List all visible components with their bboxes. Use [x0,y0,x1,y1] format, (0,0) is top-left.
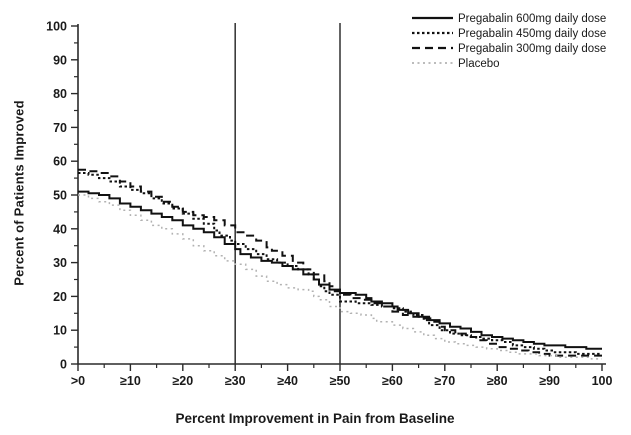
axes: 0 10 20 30 40 50 60 70 80 90 100 >0 ≥10 ≥20 ≥30 ≥40 ≥50 ≥… [46,20,612,389]
legend: Pregabalin 600mg daily dose Pregabalin 45… [412,13,606,70]
x-tick-label: ≥40 [277,374,298,388]
x-tick-label: ≥10 [120,374,141,388]
y-tick-label: 20 [53,290,67,304]
series-path-placebo [78,194,602,360]
legend-item: Pregabalin 600mg daily dose [412,13,606,25]
legend-label: Pregabalin 600mg daily dose [458,13,606,25]
y-tick-label: 70 [53,121,67,135]
y-tick-label: 30 [53,256,67,270]
legend-label: Placebo [458,58,500,70]
x-tick-label: ≥60 [382,374,403,388]
y-tick-label: 60 [53,155,67,169]
y-tick-label: 80 [53,87,67,101]
x-tick-label: ≥90 [539,374,560,388]
y-tick-label: 100 [46,20,67,34]
y-tick-label: 50 [53,189,67,203]
x-axis-title: Percent Improvement in Pain from Baselin… [175,411,455,426]
series-path-pregabalin-300mg-daily-dose [78,168,602,357]
x-tick-label: ≥80 [487,374,508,388]
legend-item: Pregabalin 450mg daily dose [412,28,606,40]
x-tick-label: ≥20 [172,374,193,388]
y-tick-label: 90 [53,53,67,67]
series-path-pregabalin-450mg-daily-dose [78,172,602,355]
y-axis-title: Percent of Patients Improved [11,100,27,286]
x-tick-label: >0 [71,374,85,388]
legend-item: Placebo [412,58,500,70]
x-tick-label: ≥70 [434,374,455,388]
x-tick-label: ≥30 [225,374,246,388]
legend-item: Pregabalin 300mg daily dose [412,43,606,55]
legend-label: Pregabalin 450mg daily dose [458,28,606,40]
y-tick-label: 10 [53,324,67,338]
x-tick-label: ≥50 [330,374,351,388]
x-tick-label: 100 [592,374,613,388]
legend-label: Pregabalin 300mg daily dose [458,43,606,55]
y-tick-label: 0 [60,358,67,372]
y-tick-label: 40 [53,222,67,236]
